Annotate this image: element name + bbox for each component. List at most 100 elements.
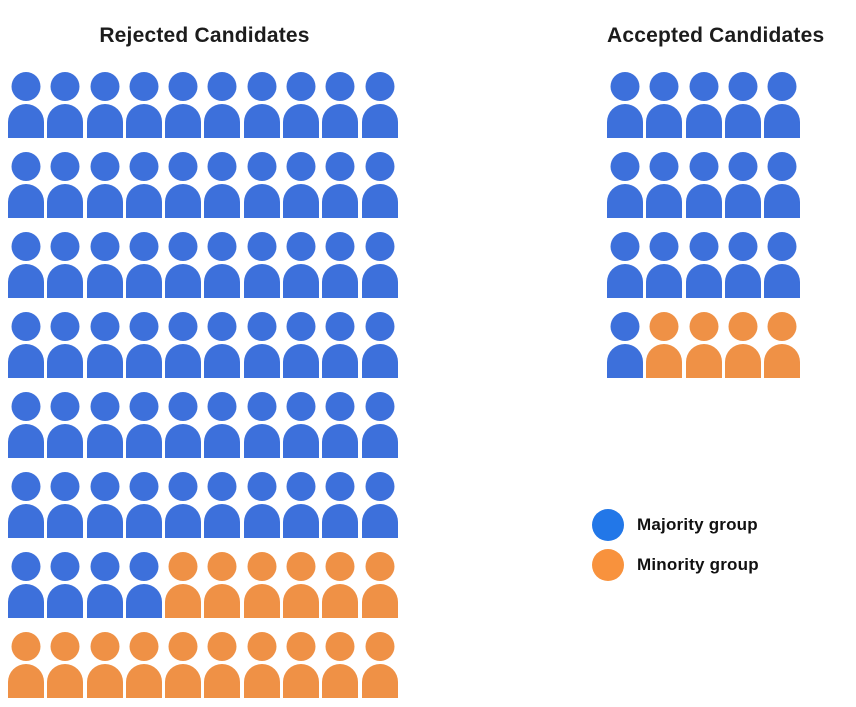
person-icon-majority (165, 392, 202, 458)
person-icon-majority (283, 312, 320, 378)
person-icon-majority (724, 152, 761, 218)
person-icon-majority (361, 72, 398, 138)
rejected-candidates-grid (8, 72, 401, 707)
person-icon-majority (724, 72, 761, 138)
person-icon-majority (86, 232, 123, 298)
person-icon-majority (204, 72, 241, 138)
person-icon-majority (125, 72, 162, 138)
person-icon-majority (243, 312, 280, 378)
legend: Majority group Minority group (592, 509, 759, 589)
person-icon-majority (607, 232, 643, 298)
person-icon-majority (165, 152, 202, 218)
person-icon-majority (322, 72, 359, 138)
person-icon-minority (283, 632, 320, 698)
person-icon-majority (361, 232, 398, 298)
person-icon-minority (204, 552, 241, 618)
person-icon-majority (125, 232, 162, 298)
person-icon-majority (125, 392, 162, 458)
person-icon-majority (322, 392, 359, 458)
legend-label-minority: Minority group (637, 555, 759, 574)
person-icon-majority (243, 472, 280, 538)
person-icon-majority (47, 72, 84, 138)
person-icon-majority (764, 152, 801, 218)
person-icon-majority (204, 152, 241, 218)
person-icon-majority (322, 472, 359, 538)
person-icon-minority (165, 632, 202, 698)
person-icon-majority (165, 232, 202, 298)
person-icon-majority (125, 152, 162, 218)
legend-label-majority: Majority group (637, 515, 758, 534)
person-icon-minority (165, 552, 202, 618)
person-icon-minority (646, 312, 683, 378)
person-icon-majority (243, 232, 280, 298)
person-icon-majority (685, 152, 722, 218)
person-icon-majority (764, 232, 801, 298)
person-icon-majority (204, 312, 241, 378)
person-icon-majority (646, 232, 683, 298)
person-icon-majority (322, 312, 359, 378)
person-icon-minority (204, 632, 241, 698)
person-icon-majority (243, 72, 280, 138)
person-icon-majority (685, 72, 722, 138)
person-icon-majority (165, 472, 202, 538)
person-icon-majority (607, 72, 643, 138)
person-icon-majority (8, 72, 44, 138)
person-icon-majority (86, 392, 123, 458)
person-icon-minority (243, 552, 280, 618)
person-icon-majority (322, 152, 359, 218)
person-icon-majority (86, 152, 123, 218)
person-icon-majority (607, 312, 643, 378)
person-icon-minority (361, 552, 398, 618)
person-icon-majority (165, 72, 202, 138)
person-icon-majority (283, 472, 320, 538)
person-icon-majority (361, 152, 398, 218)
person-icon-majority (125, 552, 162, 618)
person-icon-minority (125, 632, 162, 698)
person-icon-majority (646, 72, 683, 138)
person-icon-majority (204, 392, 241, 458)
person-icon-majority (125, 312, 162, 378)
person-icon-majority (283, 152, 320, 218)
person-icon-minority (322, 632, 359, 698)
person-icon-majority (361, 312, 398, 378)
person-icon-minority (724, 312, 761, 378)
person-icon-majority (8, 552, 44, 618)
person-icon-minority (283, 552, 320, 618)
legend-item-majority: Majority group (592, 509, 759, 541)
person-icon-minority (685, 312, 722, 378)
person-icon-majority (86, 552, 123, 618)
person-icon-majority (8, 472, 44, 538)
person-icon-majority (204, 472, 241, 538)
person-icon-majority (204, 232, 241, 298)
person-icon-majority (607, 152, 643, 218)
person-icon-majority (685, 232, 722, 298)
legend-item-minority: Minority group (592, 549, 759, 581)
minority-swatch-icon (592, 549, 624, 581)
accepted-candidates-panel: Accepted Candidates (607, 24, 824, 392)
person-icon-majority (165, 312, 202, 378)
person-icon-minority (764, 312, 801, 378)
rejected-candidates-panel: Rejected Candidates (8, 24, 401, 707)
majority-swatch-icon (592, 509, 624, 541)
person-icon-majority (86, 72, 123, 138)
person-icon-minority (86, 632, 123, 698)
person-icon-minority (322, 552, 359, 618)
person-icon-majority (243, 152, 280, 218)
person-icon-majority (47, 552, 84, 618)
person-icon-minority (361, 632, 398, 698)
person-icon-majority (322, 232, 359, 298)
person-icon-majority (283, 232, 320, 298)
person-icon-majority (86, 312, 123, 378)
person-icon-majority (283, 72, 320, 138)
person-icon-majority (243, 392, 280, 458)
person-icon-majority (361, 392, 398, 458)
person-icon-majority (47, 152, 84, 218)
accepted-candidates-grid (607, 72, 804, 392)
person-icon-majority (47, 232, 84, 298)
person-icon-majority (8, 152, 44, 218)
person-icon-majority (8, 312, 44, 378)
person-icon-majority (8, 232, 44, 298)
person-icon-majority (361, 472, 398, 538)
person-icon-majority (283, 392, 320, 458)
